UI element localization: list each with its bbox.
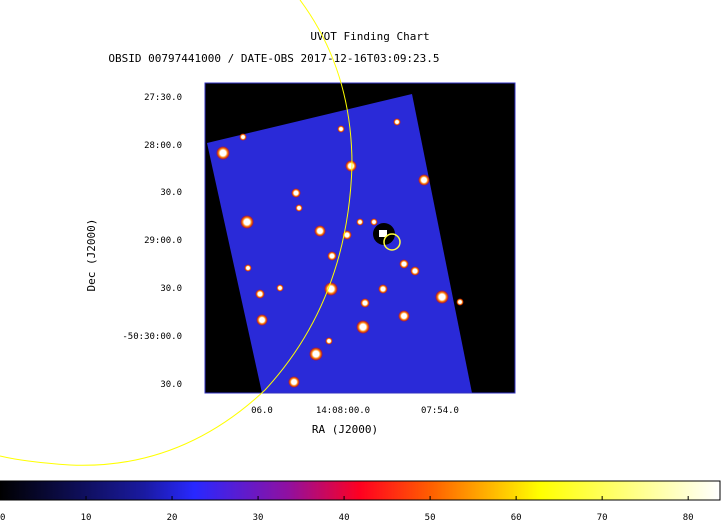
y-tick-label: 30.0 [160,188,182,198]
colorbar-tick-label: 40 [339,513,350,521]
error-circle [0,0,353,466]
star [244,264,252,272]
colorbar-tick-label: 30 [253,513,264,521]
star [324,282,338,296]
star [239,133,247,141]
x-axis-label: RA (J2000) [312,423,378,436]
star [325,337,333,345]
star [240,215,254,229]
star [398,310,410,322]
colorbar-tick-label: 10 [81,513,92,521]
star [410,266,420,276]
star [356,218,364,226]
star [309,347,323,361]
star [291,188,301,198]
y-tick-label: 30.0 [160,380,182,390]
star [345,160,357,172]
star [399,259,409,269]
colorbar-tick-label: 0 [0,513,5,521]
star [216,146,230,160]
star [314,225,326,237]
image-frame [204,82,516,394]
subtitle: OBSID 00797441000 / DATE-OBS 2017-12-16T… [108,52,439,65]
y-tick-label: 29:00.0 [144,236,182,246]
star [370,218,378,226]
colorbar [0,480,721,501]
star [435,290,449,304]
colorbar-tick-label: 80 [683,513,694,521]
y-tick-label: -50:30:00.0 [122,332,182,342]
x-tick-label: 06.0 [251,406,273,416]
star [327,251,337,261]
star [378,284,388,294]
y-tick-label: 27:30.0 [144,93,182,103]
star [256,314,268,326]
colorbar-tick-label: 50 [425,513,436,521]
star [295,204,303,212]
colorbar-tick-label: 20 [167,513,178,521]
y-tick-label: 30.0 [160,284,182,294]
y-tick-label: 28:00.0 [144,141,182,151]
y-axis-label: Dec (J2000) [85,219,98,292]
star [337,125,345,133]
star [456,298,464,306]
star [255,289,265,299]
sky-image [205,83,515,393]
star [418,174,430,186]
title: UVOT Finding Chart [310,30,429,43]
star [360,298,370,308]
star [276,284,284,292]
colorbar-tick-label: 70 [597,513,608,521]
x-tick-label: 07:54.0 [421,406,459,416]
colorbar-tick-label: 60 [511,513,522,521]
star [356,320,370,334]
x-tick-label: 14:08:00.0 [316,406,370,416]
star [288,376,300,388]
star [393,118,401,126]
